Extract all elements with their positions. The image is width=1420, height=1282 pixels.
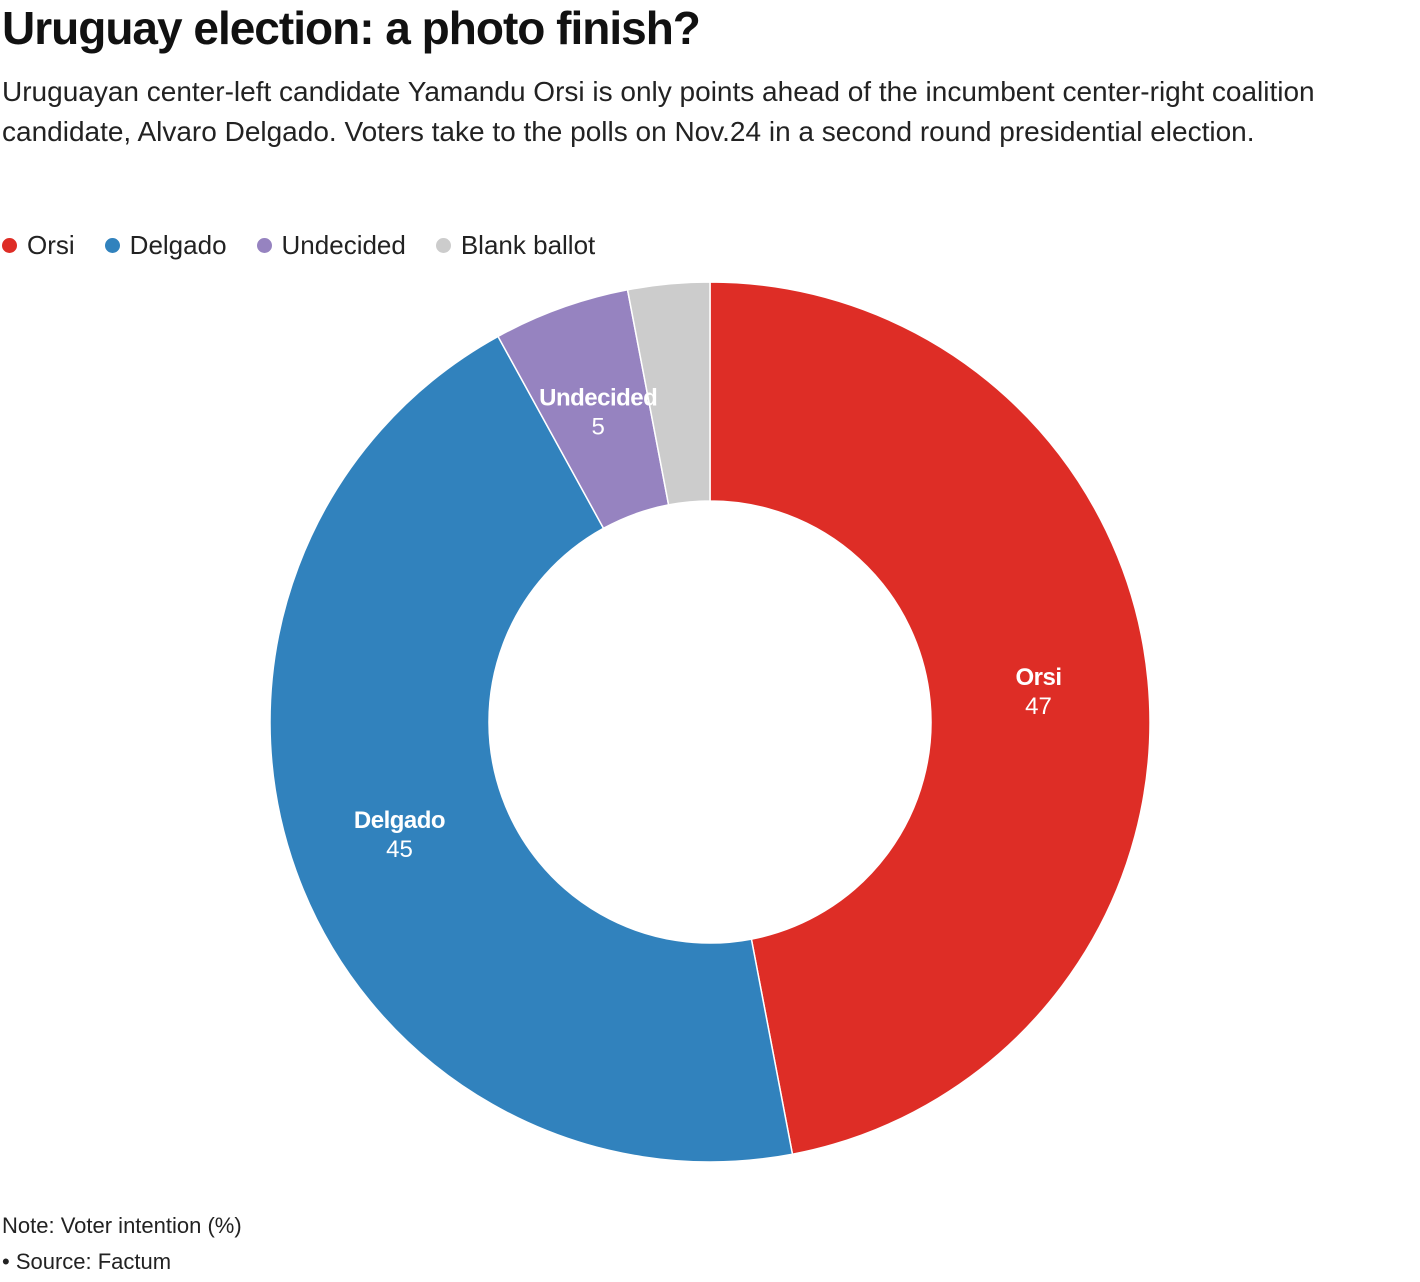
data-label-value-undecided: 5: [592, 414, 605, 441]
donut-slice-blank-ballot[interactable]: [626, 281, 711, 506]
legend-item-delgado[interactable]: Delgado: [104, 229, 227, 261]
legend-label-undecided: Undecided: [281, 229, 406, 260]
legend-swatch-delgado: [104, 237, 120, 253]
chart-title: Uruguay election: a photo finish?: [2, 2, 701, 54]
donut-slice-undecided[interactable]: [497, 288, 670, 530]
donut-slice-orsi[interactable]: [709, 281, 1151, 1156]
legend-item-blank-ballot[interactable]: Blank ballot: [435, 229, 596, 261]
legend-swatch-undecided: [256, 237, 272, 253]
legend-swatch-blank-ballot: [435, 237, 451, 253]
data-label-value-delgado: 45: [386, 836, 413, 863]
legend-item-undecided[interactable]: Undecided: [256, 229, 406, 261]
data-label-name-orsi: Orsi: [1016, 664, 1062, 691]
data-label-value-orsi: 47: [1025, 693, 1052, 720]
footer-source: • Source: Factum: [2, 1249, 172, 1274]
chart-subtitle: Uruguayan center-left candidate Yamandu …: [2, 76, 1315, 147]
legend-swatch-orsi: [2, 237, 17, 253]
footer-note: Note: Voter intention (%): [2, 1213, 242, 1238]
legend-label-delgado: Delgado: [129, 229, 227, 260]
legend: Orsi Delgado Undecided Blank ballot: [2, 227, 625, 263]
legend-label-orsi: Orsi: [27, 229, 75, 260]
legend-label-blank-ballot: Blank ballot: [460, 229, 596, 260]
donut-slice-delgado[interactable]: [269, 335, 794, 1163]
data-label-name-delgado: Delgado: [354, 807, 445, 834]
legend-item-orsi[interactable]: Orsi: [2, 230, 75, 261]
data-label-name-undecided: Undecided: [539, 385, 657, 412]
